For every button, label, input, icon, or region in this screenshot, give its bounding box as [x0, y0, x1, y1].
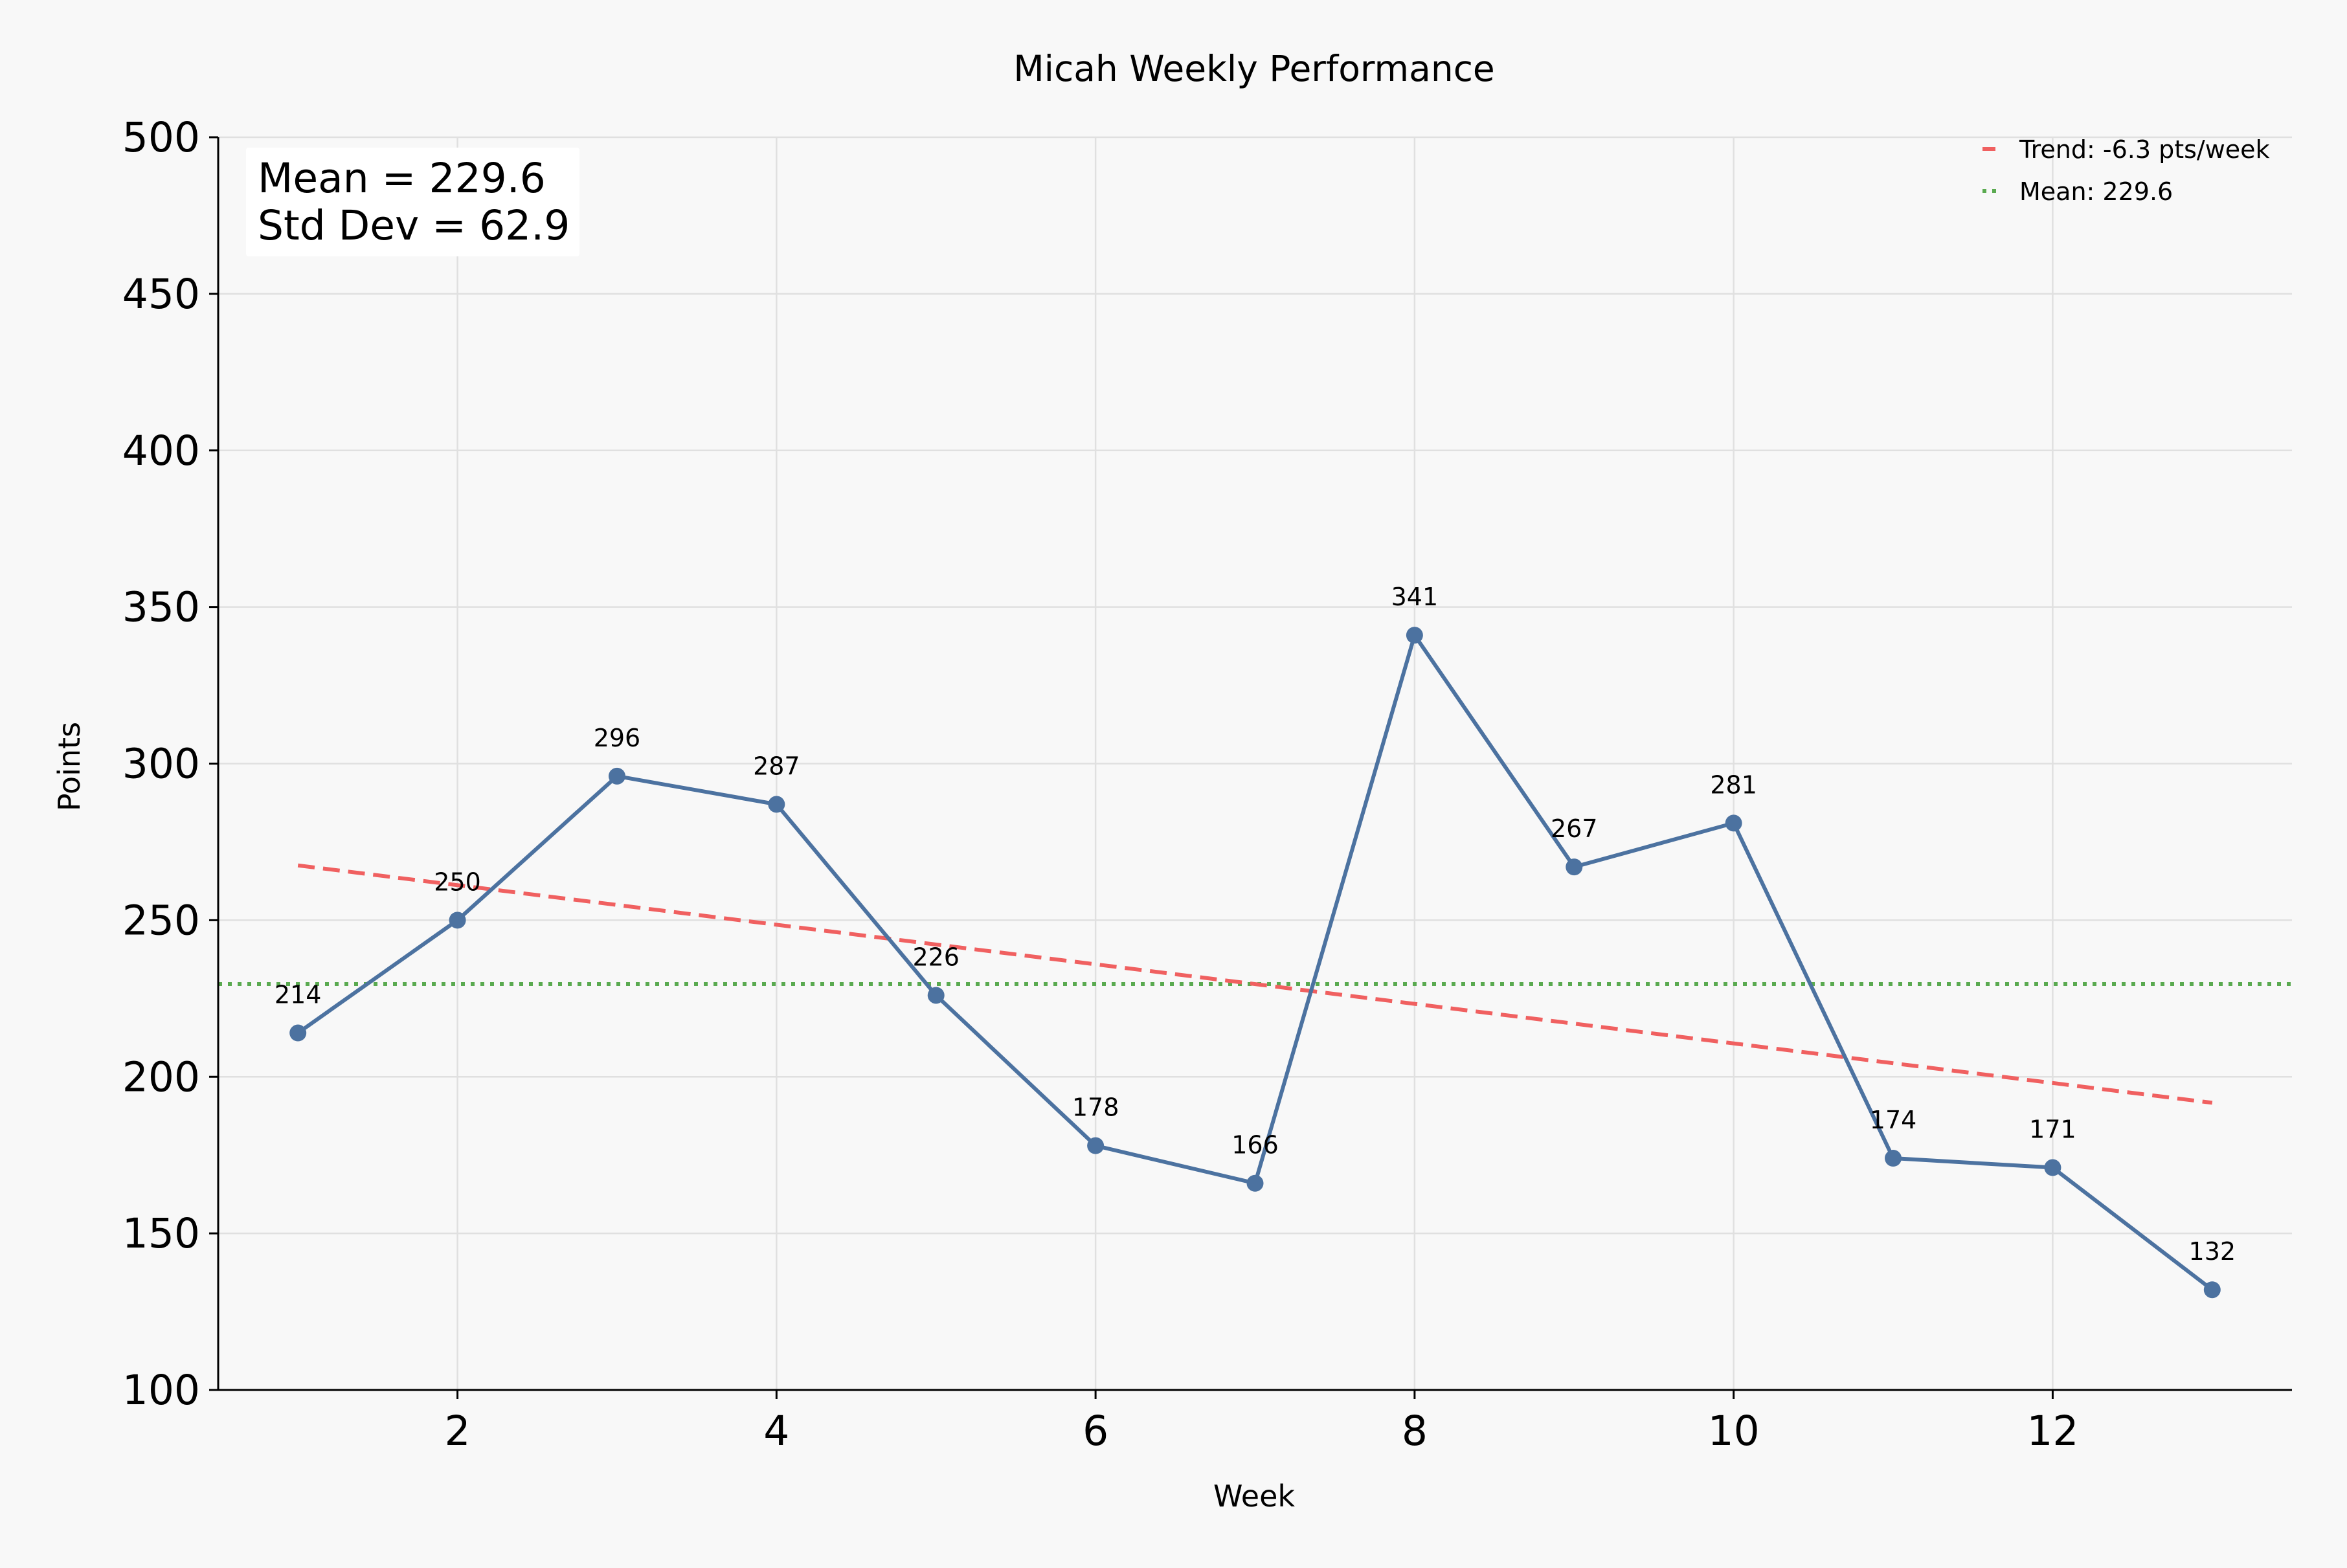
stats-std-text: Std Dev = 62.9 [258, 202, 570, 249]
x-tick-label: 2 [445, 1407, 471, 1455]
x-tick-label: 10 [1708, 1407, 1760, 1455]
legend: Trend: -6.3 pts/week Mean: 229.6 [1982, 135, 2270, 206]
data-label: 214 [275, 981, 322, 1009]
grid [218, 136, 2292, 1391]
data-point [608, 767, 625, 785]
data-point [1087, 1137, 1105, 1154]
ticks: 2 4 6 8 10 12 100 150 200 250 300 350 400 450 500 [122, 114, 2079, 1455]
y-tick-label: 500 [122, 114, 200, 161]
data-label: 178 [1072, 1093, 1119, 1122]
y-tick-label: 250 [122, 897, 200, 944]
y-axis-label: Points [52, 722, 87, 811]
x-tick-label: 12 [2027, 1407, 2078, 1455]
data-label: 174 [1870, 1106, 1917, 1134]
data-point [449, 912, 466, 929]
data-point [768, 796, 785, 813]
y-tick-label: 300 [122, 741, 200, 788]
y-tick-label: 100 [122, 1367, 200, 1414]
data-point [1406, 627, 1423, 644]
data-point [1566, 858, 1583, 876]
data-label: 171 [2029, 1115, 2076, 1144]
stats-box-background [246, 148, 579, 256]
trend-line-layer [297, 863, 2213, 1105]
legend-trend-label: Trend: -6.3 pts/week [2019, 135, 2270, 164]
y-tick-label: 400 [122, 427, 200, 475]
x-tick-label: 4 [763, 1407, 789, 1455]
data-label: 166 [1231, 1131, 1279, 1159]
data-label: 287 [753, 752, 800, 780]
data-label: 296 [594, 724, 641, 752]
x-tick-label: 6 [1083, 1407, 1108, 1455]
data-label: 281 [1710, 770, 1757, 799]
trend-line [297, 863, 2213, 1105]
stats-mean-text: Mean = 229.6 [258, 155, 546, 202]
y-tick-label: 350 [122, 584, 200, 631]
chart-title: Micah Weekly Performance [1013, 48, 1495, 89]
legend-mean-label: Mean: 229.6 [2019, 177, 2173, 206]
stats-box: Mean = 229.6 Std Dev = 62.9 [246, 148, 579, 256]
data-point [927, 987, 945, 1004]
data-point [1885, 1150, 1902, 1167]
x-tick-label: 8 [1402, 1407, 1428, 1455]
data-point [1246, 1174, 1264, 1192]
data-point [2044, 1159, 2061, 1176]
y-tick-label: 150 [122, 1210, 200, 1257]
data-point [1725, 814, 1742, 832]
series-layer: 214 250 296 287 226 178 166 341 267 281 174 171 132 [275, 583, 2236, 1299]
y-tick-label: 450 [122, 271, 200, 318]
data-label: 226 [912, 943, 960, 971]
y-tick-label: 200 [122, 1053, 200, 1101]
data-label: 341 [1391, 583, 1439, 611]
x-axis-label: Week [1213, 1479, 1295, 1514]
data-point [289, 1024, 307, 1042]
data-label: 267 [1551, 814, 1598, 843]
data-label: 250 [434, 868, 481, 896]
data-point [2203, 1281, 2221, 1299]
data-label: 132 [2189, 1237, 2236, 1266]
